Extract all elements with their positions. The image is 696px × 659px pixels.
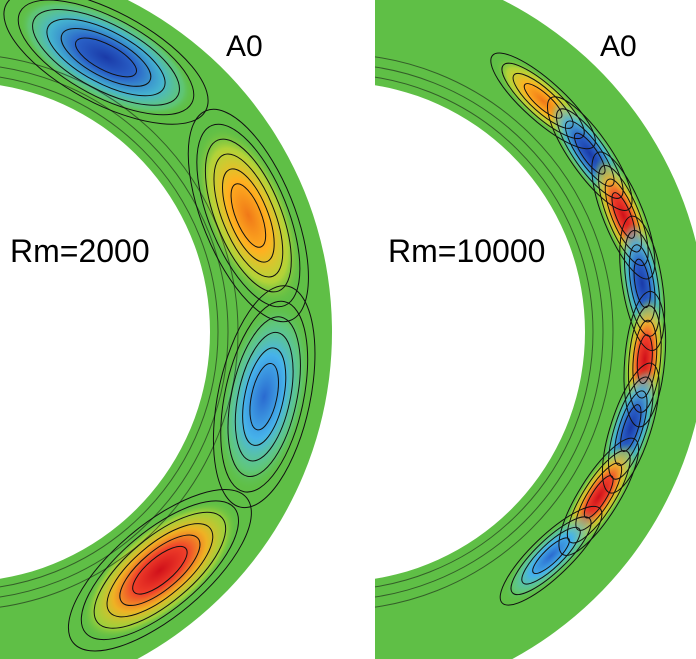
contour-line bbox=[521, 526, 581, 585]
field-blobs bbox=[19, 0, 310, 640]
contour-line bbox=[119, 534, 201, 606]
contour-line bbox=[60, 28, 152, 87]
contour-line bbox=[575, 462, 623, 531]
contour-line bbox=[0, 73, 219, 591]
contour-line bbox=[187, 108, 309, 323]
contour-line bbox=[106, 523, 214, 618]
contour-line bbox=[196, 123, 301, 308]
contour-line bbox=[633, 258, 651, 309]
contour-line bbox=[620, 404, 642, 453]
contour-line bbox=[46, 18, 166, 97]
field-contours bbox=[0, 0, 316, 652]
contour-line bbox=[80, 500, 240, 641]
field-blob bbox=[82, 501, 238, 640]
contour-line bbox=[375, 63, 604, 601]
contour-line bbox=[555, 108, 624, 199]
rm-label: Rm=2000 bbox=[10, 233, 150, 269]
field-blob bbox=[19, 0, 193, 116]
contour-line bbox=[624, 229, 661, 337]
panel-rm2000: A0 Rm=2000 bbox=[0, 0, 332, 659]
rm-label: Rm=10000 bbox=[388, 233, 545, 269]
contour-line bbox=[614, 390, 648, 466]
contour-line bbox=[212, 285, 316, 509]
contour-line bbox=[499, 505, 603, 606]
contour-line bbox=[375, 53, 614, 611]
contour-line bbox=[75, 37, 137, 78]
contour-line bbox=[501, 62, 585, 140]
contour-line bbox=[566, 450, 631, 544]
field-blob bbox=[218, 303, 310, 490]
field-blob bbox=[504, 510, 598, 602]
contour-line bbox=[604, 178, 642, 253]
contour-line bbox=[628, 244, 656, 323]
contour-line bbox=[222, 168, 275, 263]
contour-line bbox=[598, 165, 649, 266]
contour-line bbox=[636, 334, 653, 385]
contour-line bbox=[583, 475, 614, 519]
contour-line bbox=[67, 489, 252, 652]
contour-line bbox=[632, 319, 658, 399]
field-blob bbox=[195, 126, 302, 305]
contour-line bbox=[220, 300, 309, 493]
contour-line bbox=[17, 0, 195, 116]
contour-line bbox=[512, 72, 574, 129]
contour-line bbox=[230, 183, 267, 248]
contour-line bbox=[132, 545, 188, 595]
contour-line bbox=[375, 73, 594, 591]
contour-line bbox=[532, 537, 570, 575]
contour-line bbox=[242, 347, 287, 446]
contour-line bbox=[0, 53, 239, 611]
contour-line bbox=[0, 63, 229, 601]
contour-line bbox=[564, 120, 615, 187]
contour-line bbox=[611, 192, 636, 239]
field-contours bbox=[375, 52, 667, 611]
contour-line bbox=[523, 83, 563, 119]
contour-line bbox=[627, 305, 662, 413]
mode-label: A0 bbox=[226, 30, 263, 63]
contour-line bbox=[510, 516, 592, 596]
contour-line bbox=[249, 362, 279, 431]
contour-line bbox=[607, 376, 654, 480]
mode-label: A0 bbox=[600, 30, 637, 63]
panel-rm10000: A0 Rm=10000 bbox=[375, 0, 696, 659]
contour-line bbox=[213, 153, 284, 278]
contour-line bbox=[574, 132, 606, 175]
contour-line bbox=[234, 331, 294, 462]
